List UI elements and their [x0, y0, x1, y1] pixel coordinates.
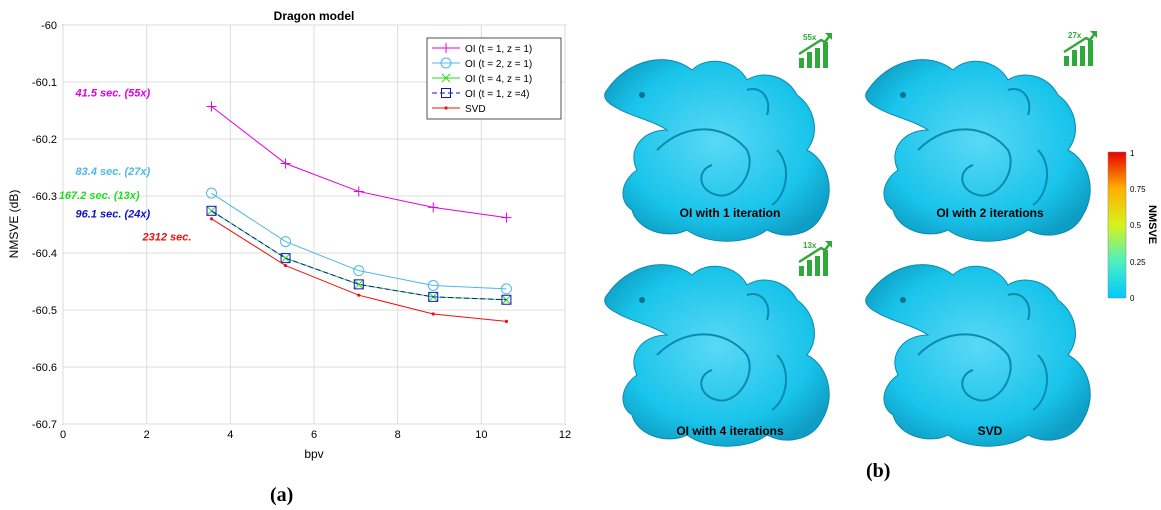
data-point	[500, 283, 512, 295]
y-tick-label: -60.1	[32, 77, 57, 89]
speedup-label: 13x	[803, 241, 817, 250]
render-caption: OI with 1 iteration	[679, 206, 781, 220]
y-tick-label: -60.5	[32, 305, 57, 317]
data-point	[501, 212, 512, 223]
dragon-render-3	[603, 263, 831, 448]
axis-ticks: 0 2 4 6 8 10 12 -60 -60.1 -60.2 -60.3 -60.4 -60.5 -60…	[32, 20, 571, 441]
data-point	[444, 106, 448, 110]
series-circle	[206, 187, 512, 295]
data-point	[206, 101, 217, 112]
data-point	[504, 319, 509, 323]
render-caption: SVD	[977, 424, 1003, 438]
y-tick-label: -60.2	[32, 134, 57, 146]
data-point	[353, 279, 364, 290]
legend-entry: OI (t = 1, z =4)	[465, 89, 529, 100]
data-point	[431, 312, 435, 316]
x-tick-label: 0	[60, 429, 66, 441]
render-caption: OI with 4 iterations	[676, 424, 784, 438]
data-point	[428, 291, 439, 302]
legend: OI (t = 1, z = 1) OI (t = 2, z = 1) OI (t …	[426, 37, 562, 120]
x-tick-label: 12	[559, 429, 571, 441]
data-point	[353, 265, 365, 277]
series-lines	[206, 101, 512, 323]
legend-entry: OI (t = 1, z = 1)	[465, 44, 532, 55]
y-tick-label: -60.3	[32, 191, 57, 203]
data-point	[441, 73, 451, 83]
series-plus	[206, 101, 512, 223]
chart-title: Dragon model	[274, 9, 355, 23]
colorbar-tick: 0.25	[1130, 258, 1146, 267]
x-tick-label: 2	[144, 429, 150, 441]
data-point	[428, 202, 439, 213]
y-tick-label: -60.4	[32, 248, 57, 260]
panel-a-label: (a)	[270, 484, 294, 506]
series-line	[211, 192, 507, 290]
legend-entry: OI (t = 4, z = 1)	[465, 74, 532, 85]
data-point	[441, 43, 451, 53]
data-point	[353, 186, 364, 197]
legend-entry: OI (t = 2, z = 1)	[465, 59, 532, 70]
panel-b-label: (b)	[866, 460, 891, 482]
series-square	[206, 205, 512, 305]
colorbar-tick: 1	[1130, 149, 1135, 158]
data-point	[501, 294, 512, 305]
timing-annotation: 2312 sec.	[141, 231, 191, 243]
data-point	[441, 88, 451, 98]
timing-annotation: 167.2 sec. (13x)	[59, 190, 140, 202]
colorbar	[1107, 151, 1127, 299]
timing-annotation: 96.1 sec. (24x)	[76, 209, 151, 221]
growth-chart-icon	[795, 238, 835, 278]
x-tick-label: 4	[227, 429, 233, 441]
x-tick-label: 6	[311, 429, 317, 441]
data-point	[209, 217, 214, 221]
y-axis-label: NMSVE (dB)	[7, 190, 21, 259]
speedup-label: 55x	[803, 33, 817, 42]
annotations: 41.5 sec. (55x) 83.4 sec. (27x) 167.2 sec.…	[59, 87, 192, 243]
x-tick-label: 8	[395, 429, 401, 441]
colorbar-tick: 0.5	[1130, 221, 1142, 230]
speedup-label: 27x	[1068, 31, 1082, 40]
legend-entry: SVD	[465, 104, 486, 115]
timing-annotation: 83.4 sec. (27x)	[76, 166, 151, 178]
data-point	[206, 187, 218, 199]
data-point	[440, 57, 452, 69]
data-point	[281, 253, 290, 263]
x-axis-label: bpv	[304, 447, 323, 461]
growth-chart-icon	[795, 30, 835, 70]
data-point	[207, 206, 216, 216]
dragon-render-4	[864, 263, 1092, 448]
colorbar-tick: 0.75	[1130, 185, 1146, 194]
data-point	[280, 253, 291, 264]
growth-chart-icon	[1060, 28, 1100, 68]
colorbar-tick: 0	[1130, 294, 1135, 303]
y-tick-label: -60.6	[32, 362, 57, 374]
data-point	[427, 279, 439, 291]
y-tick-label: -60	[41, 20, 57, 32]
data-point	[280, 158, 291, 169]
series-dot	[209, 217, 509, 323]
data-point	[357, 293, 361, 297]
series-line	[211, 210, 507, 301]
data-point	[280, 236, 292, 248]
data-point	[354, 279, 364, 289]
data-point	[206, 205, 217, 216]
render-caption: OI with 2 iterations	[936, 206, 1044, 220]
y-tick-label: -60.7	[32, 419, 57, 431]
data-point	[283, 263, 288, 268]
x-tick-label: 10	[475, 429, 487, 441]
colorbar-title: NMSVE	[1146, 205, 1158, 245]
timing-annotation: 41.5 sec. (55x)	[75, 87, 151, 99]
